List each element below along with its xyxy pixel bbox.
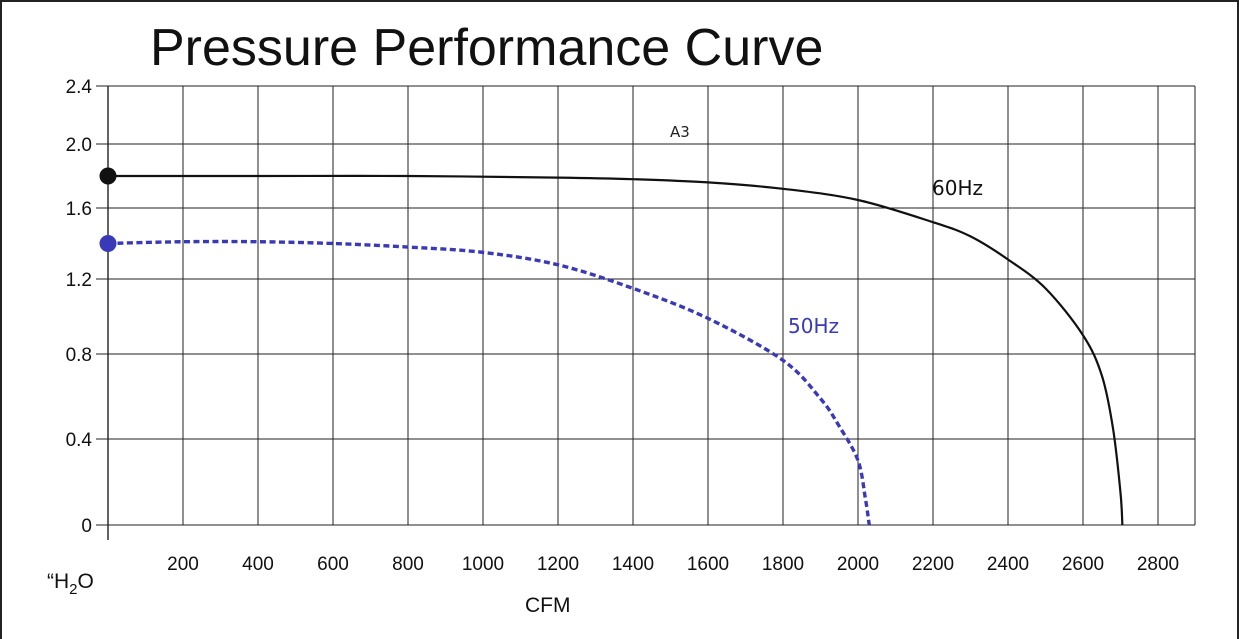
x-tick-label: 2200	[912, 554, 954, 575]
x-axis-label: CFM	[525, 594, 571, 617]
series-label-60hz: 60Hz	[932, 176, 983, 200]
series-start-marker-50hz	[99, 235, 117, 252]
x-tick-label: 1000	[462, 554, 504, 575]
x-tick-label: 1600	[687, 554, 729, 575]
y-axis-ticks: 0 0.4 0.8 1.2 1.6 2.0 2.4	[66, 77, 93, 537]
x-tick-label: 1800	[762, 554, 804, 575]
x-tick-label: 400	[242, 554, 274, 575]
x-tick-label: 2600	[1062, 554, 1104, 575]
y-tick-label: 2.0	[66, 135, 92, 156]
grid	[96, 85, 1196, 540]
y-tick-label: 1.6	[66, 199, 92, 220]
x-tick-label: 800	[392, 554, 424, 575]
x-tick-label: 2400	[987, 554, 1029, 575]
y-axis-unit-main: “H	[47, 570, 69, 593]
series-layer: 60Hz 50Hz	[99, 167, 1124, 526]
curve-annotation: A3	[670, 123, 690, 141]
series-start-marker-60hz	[99, 167, 117, 185]
y-tick-label: 0.4	[66, 430, 93, 451]
chart-title: Pressure Performance Curve	[150, 19, 823, 77]
x-tick-label: 600	[317, 554, 349, 575]
series-line-50hz	[107, 239, 871, 526]
series-line-60hz	[107, 174, 1124, 526]
x-tick-label: 2000	[837, 554, 879, 575]
x-tick-label: 1200	[537, 554, 579, 575]
y-tick-label: 2.4	[66, 77, 93, 98]
y-tick-label: 0	[81, 516, 92, 537]
x-tick-label: 200	[167, 554, 199, 575]
y-axis-unit-suffix: O	[78, 570, 94, 593]
series-label-50hz: 50Hz	[788, 314, 839, 338]
x-tick-label: 1400	[612, 554, 654, 575]
y-axis-unit-subscript: 2	[69, 581, 77, 598]
y-axis-unit: “H2O	[47, 570, 94, 598]
y-tick-label: 0.8	[66, 345, 92, 366]
x-tick-label: 2800	[1137, 554, 1179, 575]
x-axis-ticks: 200 400 600 800 1000 1200 1400 1600 1800 2000 2200…	[167, 554, 1179, 575]
y-tick-label: 1.2	[66, 270, 92, 291]
